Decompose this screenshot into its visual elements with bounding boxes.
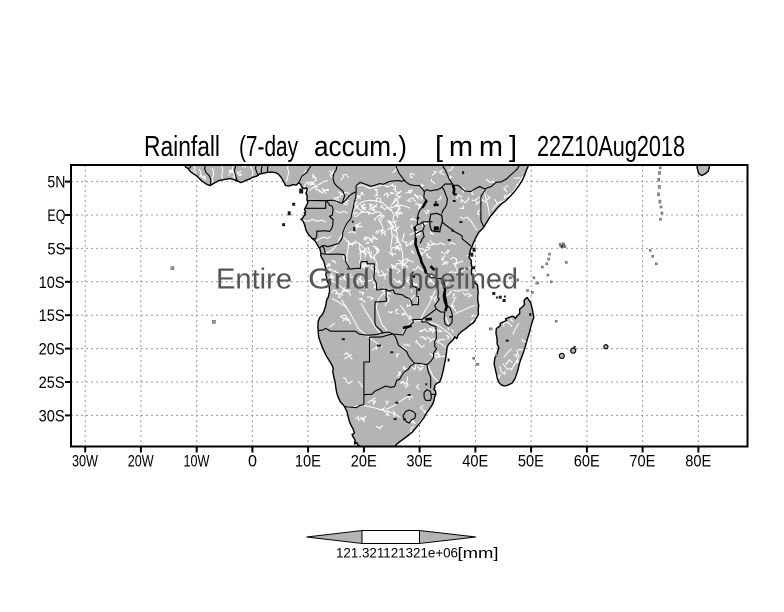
- svg-text:121.321121321e+06: 121.321121321e+06: [336, 546, 458, 561]
- svg-text:20E: 20E: [351, 452, 377, 471]
- svg-text:22Z10Aug2018: 22Z10Aug2018: [537, 131, 685, 163]
- svg-text:10S: 10S: [39, 273, 65, 292]
- svg-text:60E: 60E: [574, 452, 600, 471]
- svg-text:25S: 25S: [39, 373, 65, 392]
- svg-text:70E: 70E: [629, 452, 655, 471]
- svg-text:30S: 30S: [39, 406, 65, 425]
- svg-text:accum.): accum.): [314, 131, 407, 163]
- svg-text:30W: 30W: [72, 452, 98, 471]
- svg-text:5N: 5N: [47, 173, 65, 192]
- svg-text:(7-day: (7-day: [239, 131, 298, 163]
- svg-text:Entire: Entire: [216, 264, 292, 296]
- svg-text:20S: 20S: [39, 340, 65, 359]
- svg-text:0: 0: [248, 452, 257, 471]
- svg-text:40E: 40E: [462, 452, 488, 471]
- svg-text:80E: 80E: [685, 452, 711, 471]
- svg-text:50E: 50E: [518, 452, 544, 471]
- svg-text:Rainfall: Rainfall: [144, 131, 220, 163]
- svg-text:5S: 5S: [47, 239, 65, 258]
- svg-text:10E: 10E: [295, 452, 321, 471]
- svg-text:EQ: EQ: [47, 206, 65, 225]
- svg-text:[mm]: [mm]: [458, 546, 499, 562]
- svg-text:15S: 15S: [39, 306, 65, 325]
- svg-text:Grid: Grid: [308, 264, 370, 296]
- svg-text:Undefined: Undefined: [387, 264, 518, 296]
- svg-text:10W: 10W: [184, 452, 210, 471]
- svg-text:30E: 30E: [406, 452, 432, 471]
- svg-text:20W: 20W: [128, 452, 154, 471]
